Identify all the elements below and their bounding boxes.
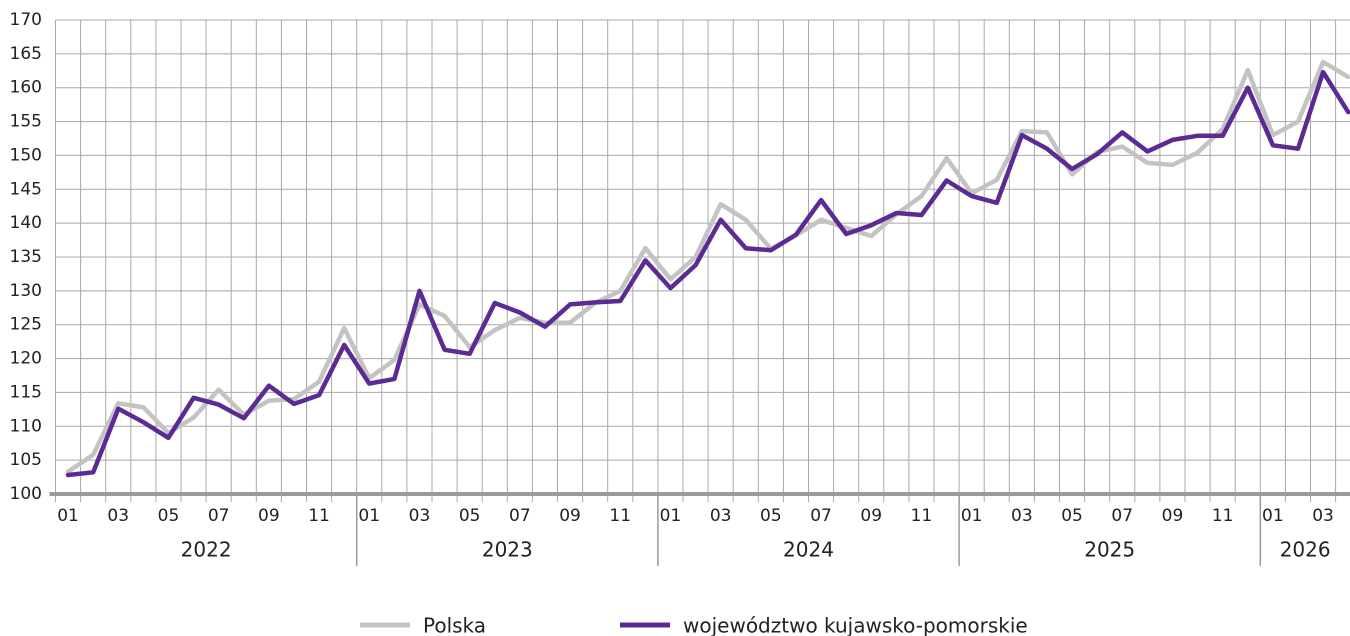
x-tick-label: 07 (509, 506, 531, 526)
x-tick-label: 01 (358, 506, 380, 526)
y-tick-label: 125 (10, 315, 42, 335)
x-tick-label: 11 (308, 506, 330, 526)
year-label: 2022 (181, 538, 232, 562)
year-label: 2023 (482, 538, 533, 562)
x-tick-label: 07 (208, 506, 230, 526)
x-tick-label: 11 (911, 506, 933, 526)
x-tick-label: 07 (1111, 506, 1133, 526)
x-tick-label: 01 (1262, 506, 1284, 526)
y-tick-label: 105 (10, 450, 42, 470)
y-tick-label: 145 (10, 179, 42, 199)
x-tick-label: 05 (158, 506, 180, 526)
x-tick-label: 11 (1212, 506, 1234, 526)
y-tick-label: 130 (10, 281, 42, 301)
y-tick-label: 100 (10, 484, 42, 504)
x-tick-label: 03 (710, 506, 732, 526)
data-line (65, 59, 1350, 474)
y-tick-label: 165 (10, 44, 42, 64)
y-tick-label: 160 (10, 78, 42, 98)
x-tick-label: 03 (1312, 506, 1334, 526)
x-tick-label: 03 (409, 506, 431, 526)
year-label: 2026 (1280, 538, 1331, 562)
x-tick-label: 03 (1011, 506, 1033, 526)
data-line (65, 69, 1350, 478)
y-tick-label: 150 (10, 145, 42, 165)
y-tick-label: 135 (10, 247, 42, 267)
x-tick-label: 09 (258, 506, 280, 526)
x-tick-label: 01 (660, 506, 682, 526)
y-tick-label: 115 (10, 382, 42, 402)
legend-label: Polska (423, 614, 486, 636)
y-tick-label: 120 (10, 349, 42, 369)
y-tick-label: 110 (10, 416, 42, 436)
x-tick-label: 07 (810, 506, 832, 526)
x-tick-label: 09 (860, 506, 882, 526)
x-tick-label: 03 (107, 506, 129, 526)
x-tick-label: 11 (609, 506, 631, 526)
year-label: 2025 (1084, 538, 1135, 562)
x-tick-label: 09 (1162, 506, 1184, 526)
y-tick-label: 155 (10, 112, 42, 132)
x-tick-label: 05 (760, 506, 782, 526)
y-tick-label: 140 (10, 213, 42, 233)
y-tick-label: 170 (10, 10, 42, 30)
x-tick-label: 01 (57, 506, 79, 526)
x-tick-label: 05 (1061, 506, 1083, 526)
x-tick-label: 09 (559, 506, 581, 526)
x-tick-label: 01 (961, 506, 983, 526)
legend-label: województwo kujawsko-pomorskie (683, 614, 1028, 636)
year-label: 2024 (783, 538, 834, 562)
x-tick-label: 05 (459, 506, 481, 526)
